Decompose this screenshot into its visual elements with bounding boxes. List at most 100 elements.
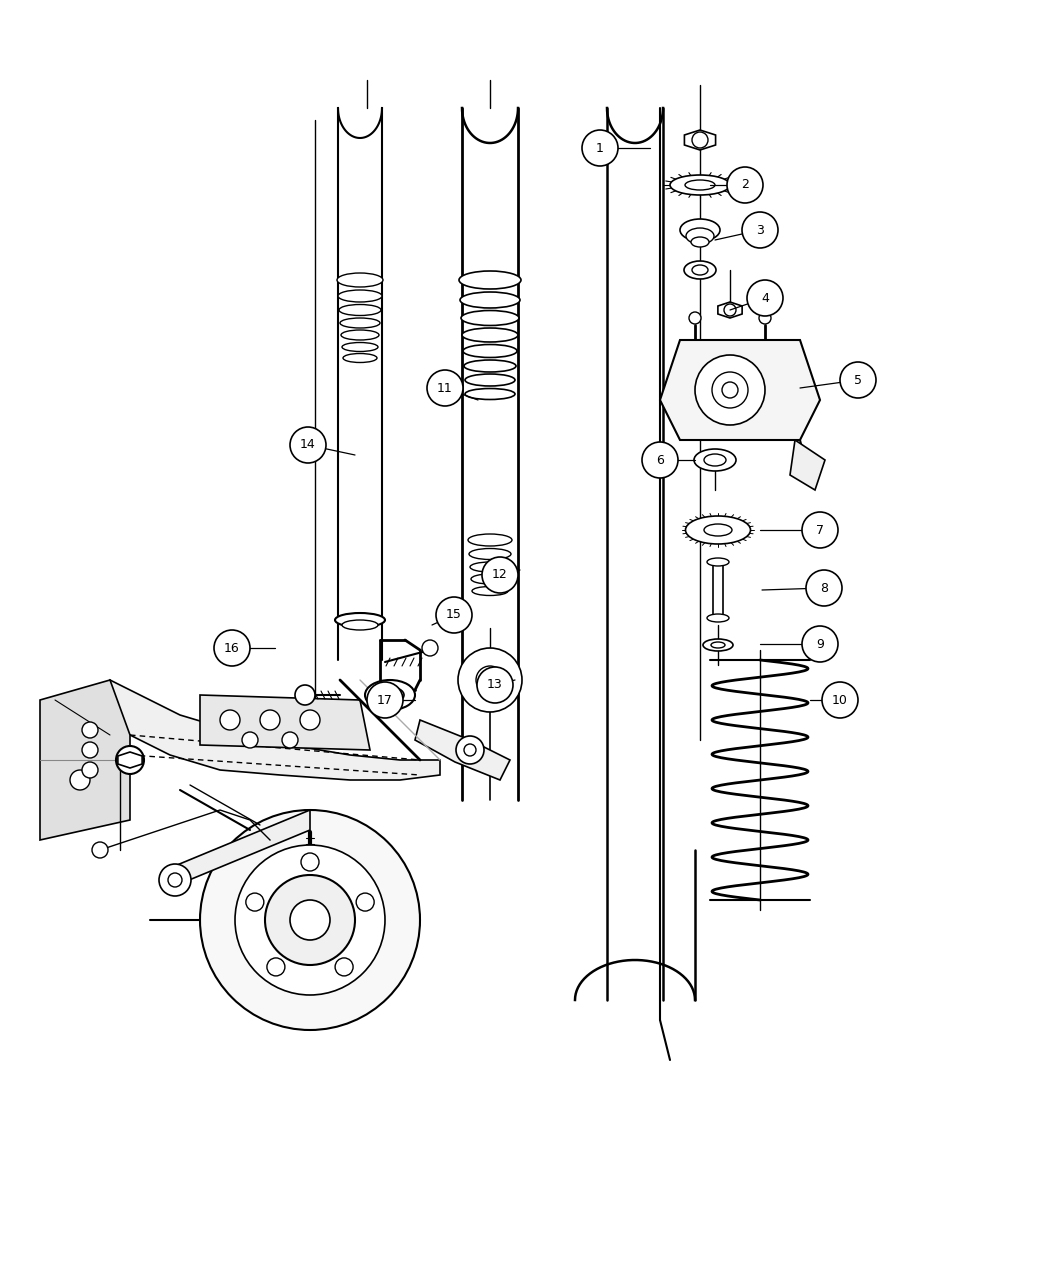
Ellipse shape (471, 574, 509, 584)
Polygon shape (790, 440, 825, 490)
Circle shape (260, 710, 280, 731)
Circle shape (477, 667, 513, 703)
Circle shape (290, 900, 330, 940)
Circle shape (427, 370, 463, 405)
Circle shape (295, 685, 315, 705)
Circle shape (92, 842, 108, 858)
Circle shape (759, 312, 771, 324)
Polygon shape (40, 680, 130, 840)
Ellipse shape (469, 548, 511, 560)
Polygon shape (200, 695, 370, 750)
Circle shape (290, 427, 326, 463)
Text: 11: 11 (437, 381, 453, 394)
Circle shape (246, 892, 264, 912)
Circle shape (335, 958, 353, 975)
Ellipse shape (711, 643, 724, 648)
Text: 13: 13 (487, 678, 503, 691)
Circle shape (301, 853, 319, 871)
Ellipse shape (335, 613, 385, 627)
Circle shape (476, 666, 504, 694)
Circle shape (214, 630, 250, 666)
Circle shape (422, 640, 438, 657)
Polygon shape (718, 302, 742, 317)
Circle shape (724, 303, 736, 316)
Circle shape (456, 736, 484, 764)
Circle shape (436, 597, 473, 632)
Circle shape (689, 312, 701, 324)
Circle shape (802, 626, 838, 662)
Text: 8: 8 (820, 581, 828, 594)
Ellipse shape (691, 237, 709, 247)
Ellipse shape (461, 311, 519, 325)
Text: 15: 15 (446, 608, 462, 621)
Circle shape (82, 742, 98, 759)
Ellipse shape (376, 687, 404, 703)
Ellipse shape (704, 524, 732, 536)
Circle shape (220, 710, 240, 731)
Ellipse shape (342, 620, 378, 630)
Ellipse shape (341, 330, 379, 340)
Ellipse shape (240, 870, 380, 970)
Ellipse shape (694, 449, 736, 470)
Ellipse shape (338, 289, 382, 302)
Circle shape (840, 362, 876, 398)
Circle shape (300, 710, 320, 731)
Text: 14: 14 (300, 439, 316, 451)
Ellipse shape (460, 292, 520, 309)
Ellipse shape (342, 343, 378, 352)
Polygon shape (685, 130, 716, 150)
Circle shape (242, 732, 258, 748)
Circle shape (168, 873, 182, 887)
Ellipse shape (670, 175, 730, 195)
Ellipse shape (464, 360, 516, 372)
Text: 5: 5 (854, 374, 862, 386)
Ellipse shape (339, 305, 381, 315)
Circle shape (642, 442, 678, 478)
Circle shape (727, 167, 763, 203)
Ellipse shape (468, 534, 512, 546)
Ellipse shape (470, 562, 510, 572)
Circle shape (82, 722, 98, 738)
Ellipse shape (337, 273, 383, 287)
Text: 2: 2 (741, 179, 749, 191)
Circle shape (695, 354, 765, 425)
Circle shape (582, 130, 618, 166)
Circle shape (282, 732, 298, 748)
Ellipse shape (707, 558, 729, 566)
Polygon shape (100, 680, 440, 780)
Circle shape (356, 892, 374, 912)
Ellipse shape (686, 228, 714, 244)
Ellipse shape (686, 516, 751, 544)
Text: 4: 4 (761, 292, 769, 305)
Text: 17: 17 (377, 694, 393, 706)
Circle shape (742, 212, 778, 249)
Circle shape (482, 557, 518, 593)
Circle shape (116, 746, 144, 774)
Circle shape (806, 570, 842, 606)
Ellipse shape (462, 328, 518, 342)
Ellipse shape (465, 389, 514, 399)
Circle shape (200, 810, 420, 1030)
Text: 16: 16 (224, 641, 239, 654)
Ellipse shape (465, 374, 514, 386)
Circle shape (159, 864, 191, 896)
Text: 1: 1 (596, 142, 604, 154)
Ellipse shape (343, 353, 377, 362)
Circle shape (235, 845, 385, 994)
Polygon shape (165, 810, 310, 890)
Polygon shape (660, 340, 820, 440)
Ellipse shape (472, 586, 508, 595)
Circle shape (692, 133, 708, 148)
Circle shape (368, 682, 403, 718)
Text: 3: 3 (756, 223, 764, 236)
Ellipse shape (680, 219, 720, 241)
Ellipse shape (692, 265, 708, 275)
Circle shape (722, 382, 738, 398)
Ellipse shape (340, 317, 380, 328)
Ellipse shape (384, 691, 396, 699)
Ellipse shape (704, 639, 733, 652)
Text: 9: 9 (816, 638, 824, 650)
Circle shape (712, 372, 748, 408)
Circle shape (267, 958, 285, 975)
Circle shape (822, 682, 858, 718)
